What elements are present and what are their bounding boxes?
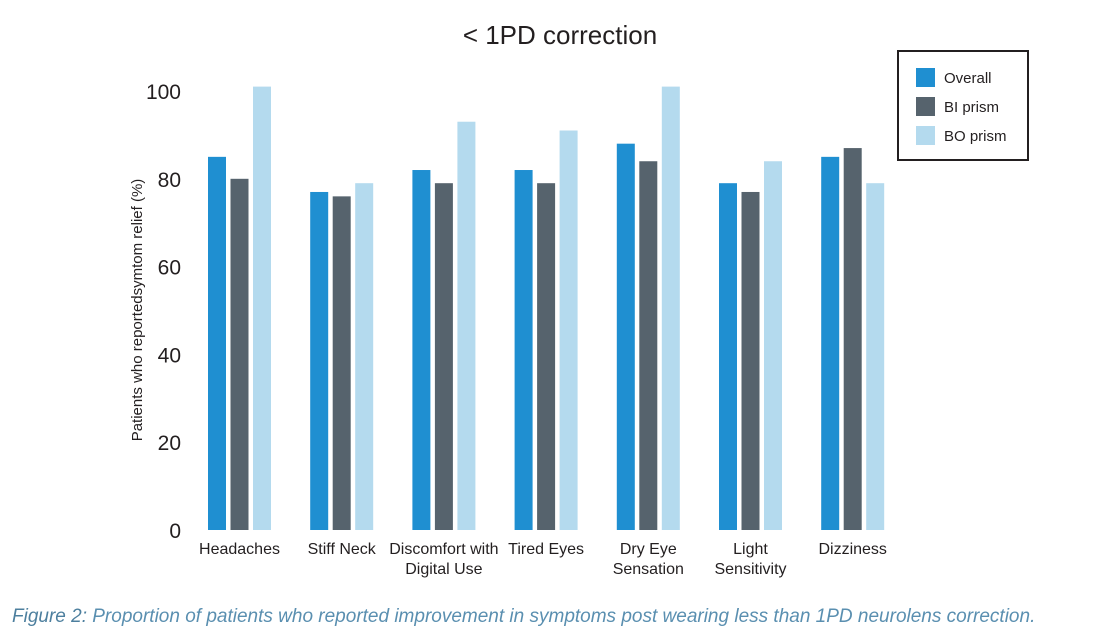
y-tick-label: 60 [158, 257, 181, 280]
bar [412, 170, 431, 530]
legend-label: BO prism [944, 128, 1007, 145]
y-tick-label: 100 [146, 81, 181, 104]
figure-caption: Figure 2: Proportion of patients who rep… [12, 606, 1035, 628]
y-tick-label: 40 [158, 344, 181, 367]
bar [764, 161, 782, 531]
x-tick-label: Dizziness [818, 541, 886, 558]
bar [514, 170, 533, 530]
legend-swatch [916, 68, 935, 87]
legend-swatch [916, 97, 935, 116]
bar [355, 183, 374, 530]
bar [866, 183, 885, 530]
legend-label: Overall [944, 70, 992, 87]
bar [208, 156, 226, 530]
x-axis-labels: Headaches Stiff Neck Discomfort with Digita… [199, 541, 887, 578]
legend-swatch [916, 126, 935, 145]
bar [821, 156, 840, 530]
bar [253, 86, 271, 531]
bar [537, 183, 556, 530]
x-tick-label: Sensation [613, 561, 684, 578]
chart-title: < 1PD correction [463, 20, 657, 50]
y-tick-label: 0 [169, 520, 181, 543]
caption-label: Figure 2: [12, 606, 87, 627]
x-tick-label: Discomfort with [389, 541, 498, 558]
y-axis-ticks: 0 20 40 60 80 100 [146, 81, 181, 543]
legend: Overall BI prism BO prism [897, 50, 1029, 161]
bar [843, 148, 862, 530]
x-tick-label: Stiff Neck [308, 541, 377, 558]
bar [661, 86, 680, 531]
x-tick-label: Headaches [199, 541, 280, 558]
y-axis-label: Patients who reportedsymtom relief (%) [129, 179, 146, 442]
bar [741, 191, 760, 530]
bar [332, 196, 351, 531]
caption-text: Proportion of patients who reported impr… [86, 606, 1036, 627]
bar [719, 183, 737, 530]
bar [457, 121, 476, 530]
bar [310, 191, 329, 530]
x-tick-label: Light [733, 541, 768, 558]
x-tick-label: Dry Eye [620, 541, 677, 558]
x-tick-label: Digital Use [405, 561, 482, 578]
x-tick-label: Tired Eyes [508, 541, 584, 558]
y-tick-label: 20 [158, 432, 181, 455]
bar [616, 143, 635, 530]
bar-chart: < 1PD correction Patients who reportedsy… [129, 20, 1029, 578]
bar [639, 161, 658, 531]
bars-group [208, 86, 885, 531]
legend-label: BI prism [944, 99, 999, 116]
bar [230, 178, 249, 531]
y-tick-label: 80 [158, 169, 181, 192]
bar [434, 183, 453, 530]
bar [559, 130, 578, 530]
x-tick-label: Sensitivity [714, 561, 786, 578]
